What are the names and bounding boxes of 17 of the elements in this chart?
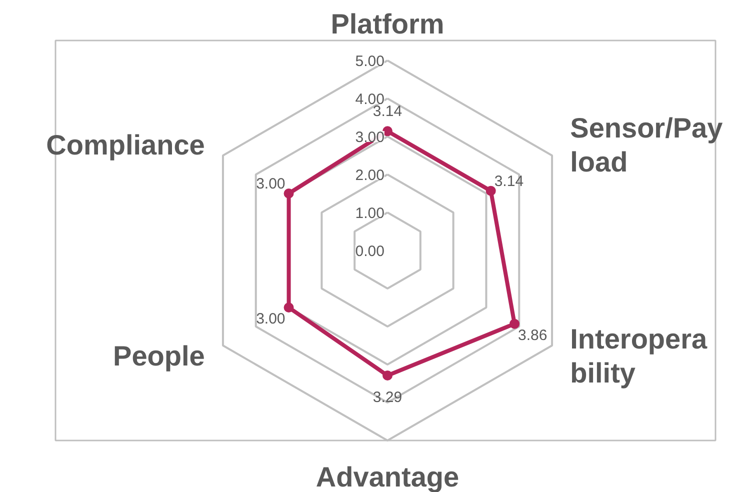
data-label: 3.14 [372, 102, 402, 120]
data-label: 3.14 [494, 172, 524, 190]
y-tick-label: 0.00 [355, 243, 384, 260]
y-tick-label: 1.00 [355, 205, 384, 222]
spoke-label: Sensor/Payload [570, 112, 724, 178]
spoke-label: Interoperability [570, 323, 708, 388]
data-label: 3.00 [256, 176, 286, 193]
spoke-label: Compliance [46, 130, 205, 161]
spoke-label: Advantage [316, 461, 460, 492]
spoke-label: Platform [330, 8, 444, 40]
data-label: 3.86 [518, 326, 548, 344]
spoke-label: People [113, 340, 205, 372]
y-tick-label: 3.00 [355, 129, 384, 146]
data-label: 3.29 [372, 388, 402, 406]
data-label: 3.00 [256, 310, 286, 328]
y-tick-label: 2.00 [355, 167, 384, 184]
y-tick-label: 5.00 [355, 53, 384, 70]
